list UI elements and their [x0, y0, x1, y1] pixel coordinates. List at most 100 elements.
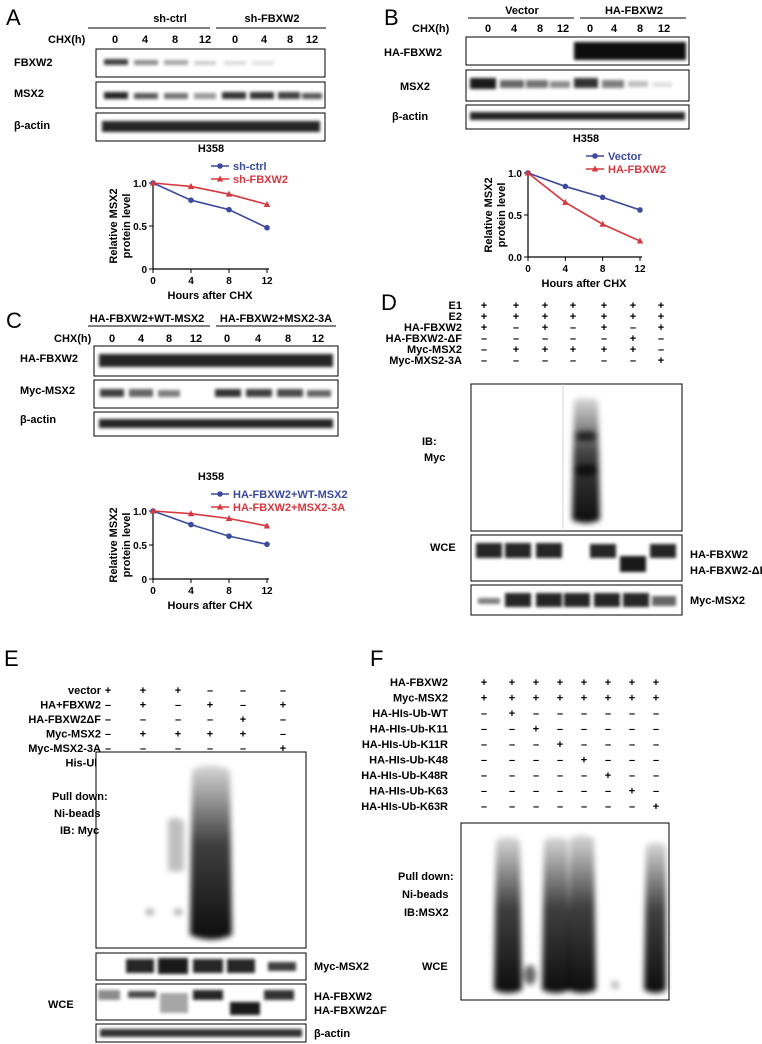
- chart-title: H358: [198, 471, 224, 483]
- panel-b: B Vector HA-FBXW2 CHX(h) 0 4 8 12 0 4 8 …: [384, 5, 690, 130]
- chx-label: CHX(h): [412, 23, 450, 35]
- condition-mark: –: [280, 714, 286, 726]
- condition-mark: +: [175, 685, 181, 697]
- condition-mark: –: [542, 355, 548, 367]
- data-point: [188, 521, 194, 528]
- condition-label: E2: [449, 311, 462, 323]
- x-axis-label: Hours after CHX: [168, 290, 254, 302]
- condition-mark: +: [653, 801, 659, 813]
- y-tick-label: 1.0: [133, 507, 147, 518]
- x-tick-label: 12: [634, 264, 646, 275]
- condition-mark: +: [533, 677, 539, 689]
- condition-mark: –: [653, 724, 659, 736]
- condition-mark: –: [605, 739, 611, 751]
- condition-mark: +: [630, 311, 636, 323]
- legend-label: HA-FBXW2+WT-MSX2: [233, 489, 348, 501]
- condition-mark: +: [207, 729, 213, 741]
- condition-mark: +: [630, 300, 636, 312]
- condition-mark: –: [481, 786, 487, 798]
- blot-ib-myc: [470, 383, 683, 532]
- legend-marker: [216, 175, 224, 182]
- condition-label: HA-HIs-Ub-K11: [370, 724, 448, 736]
- condition-mark: –: [509, 739, 515, 751]
- condition-mark: +: [629, 677, 635, 689]
- condition-label: vector: [68, 685, 102, 697]
- blot-wce-myc: [95, 952, 307, 981]
- condition-mark: –: [533, 770, 539, 782]
- treatment-matrix: E1 + + + + + + +E2 + + + + + + +HA-FBXW2 + – + – + – +HA-FBXW…: [386, 300, 665, 367]
- data-point: [149, 179, 157, 186]
- y-tick-label: 0.0: [508, 253, 522, 264]
- blot-label: HA-FBXW2ΔF: [314, 1005, 387, 1017]
- condition-mark: –: [207, 685, 213, 697]
- series-line: [152, 182, 268, 229]
- condition-mark: +: [581, 693, 587, 705]
- condition-mark: +: [658, 355, 664, 367]
- condition-mark: –: [653, 708, 659, 720]
- condition-mark: –: [570, 355, 576, 367]
- pulldown-line: Pull down:: [398, 871, 454, 883]
- condition-mark: +: [140, 700, 146, 712]
- condition-label: HA+FBXW2: [40, 700, 101, 712]
- condition-mark: –: [570, 333, 576, 345]
- x-tick-label: 0: [150, 276, 156, 287]
- condition-mark: –: [140, 714, 146, 726]
- condition-mark: –: [481, 355, 487, 367]
- x-axis-label: Hours after CHX: [168, 600, 254, 612]
- data-point: [599, 220, 606, 227]
- blot-label: HA-FBXW2: [690, 549, 748, 561]
- condition-mark: –: [557, 801, 563, 813]
- condition-mark: –: [509, 724, 515, 736]
- timepoint-label: 0: [587, 23, 593, 35]
- blot-label: FBXW2: [14, 57, 53, 69]
- pulldown-line: Ni-beads: [54, 808, 100, 820]
- condition-mark: –: [240, 700, 246, 712]
- data-point: [263, 522, 271, 529]
- condition-mark: +: [581, 755, 587, 767]
- condition-mark: –: [658, 344, 664, 356]
- condition-mark: +: [542, 322, 548, 334]
- data-point: [562, 198, 569, 205]
- timepoint-label: 4: [255, 333, 262, 345]
- timepoint-label: 0: [109, 333, 115, 345]
- condition-mark: +: [481, 300, 487, 312]
- condition-mark: +: [601, 300, 607, 312]
- condition-label: Myc-MSX2-3A: [28, 743, 101, 755]
- pulldown-line: IB: Myc: [60, 825, 99, 837]
- condition-label: HA-HIs-Ub-K63R: [361, 801, 448, 813]
- x-tick-label: 8: [600, 264, 606, 275]
- condition-mark: +: [513, 344, 519, 356]
- condition-mark: –: [207, 743, 213, 755]
- condition-mark: –: [240, 743, 246, 755]
- condition-label: HA-HIs-Ub-WT: [372, 708, 448, 720]
- data-point: [225, 514, 233, 521]
- condition-mark: +: [542, 300, 548, 312]
- condition-mark: –: [280, 685, 286, 697]
- legend-marker: [216, 503, 224, 510]
- condition-mark: –: [105, 729, 111, 741]
- timepoint-label: 4: [138, 333, 145, 345]
- data-point: [263, 201, 271, 207]
- condition-mark: –: [140, 743, 146, 755]
- condition-mark: +: [280, 743, 286, 755]
- blot-label: HA-FBXW2: [314, 991, 372, 1003]
- condition-mark: –: [605, 786, 611, 798]
- condition-mark: +: [557, 739, 563, 751]
- y-tick-label: 0: [141, 575, 147, 586]
- blot-label: β-actin: [314, 1028, 350, 1040]
- condition-mark: –: [629, 755, 635, 767]
- timepoint-label: 12: [658, 23, 670, 35]
- condition-mark: +: [533, 724, 539, 736]
- group-label-sh-fbxw2: sh-FBXW2: [245, 13, 300, 25]
- blot-label: Myc-MSX2: [690, 595, 745, 607]
- condition-mark: –: [557, 770, 563, 782]
- x-tick-label: 12: [261, 586, 273, 597]
- y-axis-label: protein level: [496, 183, 508, 248]
- condition-mark: –: [105, 700, 111, 712]
- condition-mark: +: [570, 344, 576, 356]
- condition-label: E1: [449, 300, 462, 312]
- condition-mark: –: [581, 708, 587, 720]
- timepoint-labels: 0 4 8 12 0 4 8 12: [112, 34, 318, 46]
- y-axis-label: Relative MSX2: [483, 177, 495, 252]
- data-point: [226, 206, 232, 213]
